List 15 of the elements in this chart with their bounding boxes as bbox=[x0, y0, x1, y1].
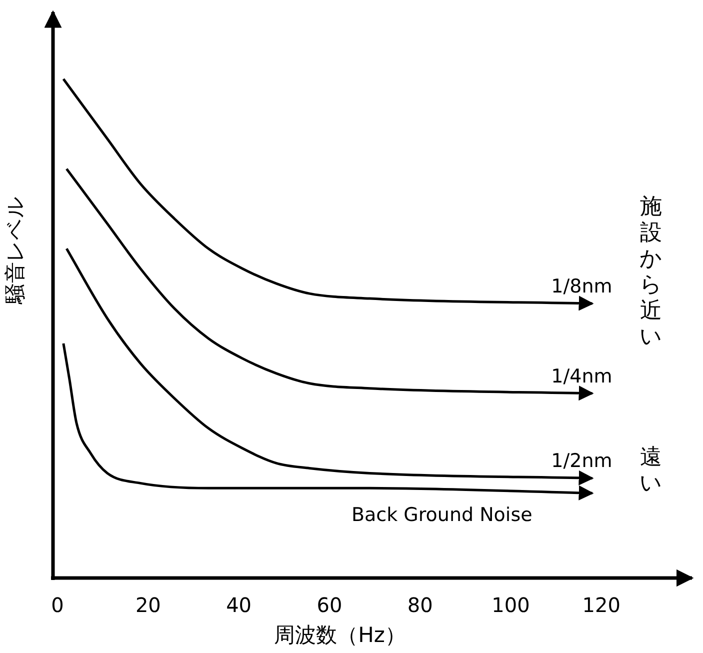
series-label: 1/2nm bbox=[551, 450, 612, 472]
series-label: 1/8nm bbox=[551, 276, 612, 298]
xtick: 40 bbox=[226, 593, 252, 617]
series-label: 1/4nm bbox=[551, 365, 612, 388]
xtick: 120 bbox=[582, 593, 620, 617]
ylabel: 騒音レベル bbox=[3, 196, 27, 304]
series-label: Back Ground Noise bbox=[352, 504, 532, 526]
xtick: 80 bbox=[407, 593, 433, 617]
xtick: 60 bbox=[316, 593, 342, 617]
xlabel: 周波数（Hz） bbox=[274, 623, 406, 647]
annotation: 遠い bbox=[640, 445, 662, 496]
xtick: 20 bbox=[135, 593, 161, 617]
xtick: 100 bbox=[492, 593, 530, 617]
annotation: 施設から近い bbox=[640, 194, 662, 350]
xtick: 0 bbox=[51, 593, 64, 617]
